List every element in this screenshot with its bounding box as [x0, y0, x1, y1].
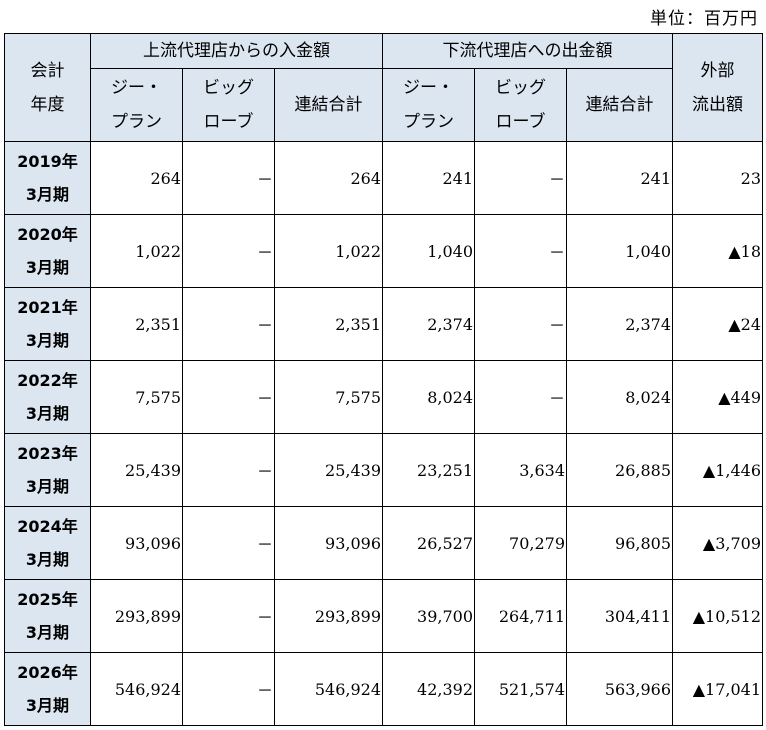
table-row: 2025年 3月期 293,899 － 293,899 39,700 264,7…: [4, 579, 764, 653]
downstream-bigrobe-cell: －: [474, 214, 568, 288]
table-row: 2026年 3月期 546,924 － 546,924 42,392 521,5…: [4, 652, 764, 726]
agency-cashflow-table: 会計 年度 上流代理店からの入金額 下流代理店への出金額 外部 流出額 ジー・ …: [4, 33, 764, 726]
downstream-gplan-cell: 8,024: [382, 360, 476, 434]
upstream-consolidated-cell: 93,096: [273, 506, 384, 580]
upstream-consolidated-cell: 25,439: [273, 433, 384, 507]
downstream-consolidated-cell: 8,024: [566, 360, 674, 434]
outflow-cell: ▲10,512: [672, 579, 764, 653]
fiscal-year-cell: 2025年 3月期: [4, 579, 91, 653]
upstream-bigrobe-cell: －: [182, 579, 275, 653]
upstream-gplan-cell: 1,022: [90, 214, 183, 288]
table-header: 会計 年度 上流代理店からの入金額 下流代理店への出金額 外部 流出額 ジー・ …: [4, 33, 764, 142]
fiscal-year-cell: 2026年 3月期: [4, 652, 91, 726]
fiscal-year-cell: 2022年 3月期: [4, 360, 91, 434]
downstream-consolidated-header: 連結合計: [566, 68, 674, 142]
downstream-gplan-header: ジー・ プラン: [382, 68, 476, 142]
upstream-consolidated-cell: 1,022: [273, 214, 384, 288]
upstream-bigrobe-cell: －: [182, 287, 275, 361]
downstream-bigrobe-cell: －: [474, 360, 568, 434]
upstream-consolidated-cell: 264: [273, 141, 384, 215]
upstream-gplan-cell: 93,096: [90, 506, 183, 580]
downstream-consolidated-cell: 241: [566, 141, 674, 215]
downstream-gplan-cell: 23,251: [382, 433, 476, 507]
fiscal-year-header: 会計 年度: [4, 33, 91, 142]
upstream-gplan-cell: 264: [90, 141, 183, 215]
unit-label: 単位：百万円: [650, 9, 758, 29]
downstream-gplan-cell: 2,374: [382, 287, 476, 361]
downstream-bigrobe-cell: －: [474, 141, 568, 215]
upstream-gplan-cell: 293,899: [90, 579, 183, 653]
table-row: 2024年 3月期 93,096 － 93,096 26,527 70,279 …: [4, 506, 764, 580]
upstream-gplan-cell: 25,439: [90, 433, 183, 507]
table-row: 2020年 3月期 1,022 － 1,022 1,040 － 1,040 ▲1…: [4, 214, 764, 288]
upstream-bigrobe-cell: －: [182, 652, 275, 726]
upstream-bigrobe-cell: －: [182, 141, 275, 215]
downstream-gplan-cell: 1,040: [382, 214, 476, 288]
downstream-gplan-cell: 26,527: [382, 506, 476, 580]
outflow-cell: ▲17,041: [672, 652, 764, 726]
downstream-bigrobe-cell: 264,711: [474, 579, 568, 653]
upstream-gplan-header: ジー・ プラン: [90, 68, 183, 142]
fiscal-year-cell: 2021年 3月期: [4, 287, 91, 361]
upstream-gplan-cell: 546,924: [90, 652, 183, 726]
outflow-cell: ▲1,446: [672, 433, 764, 507]
table-row: 2022年 3月期 7,575 － 7,575 8,024 － 8,024 ▲4…: [4, 360, 764, 434]
upstream-bigrobe-cell: －: [182, 506, 275, 580]
downstream-bigrobe-cell: －: [474, 287, 568, 361]
downstream-consolidated-cell: 26,885: [566, 433, 674, 507]
fiscal-year-cell: 2019年 3月期: [4, 141, 91, 215]
downstream-consolidated-cell: 2,374: [566, 287, 674, 361]
fiscal-year-cell: 2020年 3月期: [4, 214, 91, 288]
upstream-consolidated-header: 連結合計: [273, 68, 384, 142]
outflow-cell: ▲3,709: [672, 506, 764, 580]
upstream-gplan-cell: 2,351: [90, 287, 183, 361]
upstream-consolidated-cell: 293,899: [273, 579, 384, 653]
outflow-header: 外部 流出額: [672, 33, 764, 142]
downstream-gplan-cell: 241: [382, 141, 476, 215]
fiscal-year-cell: 2024年 3月期: [4, 506, 91, 580]
fiscal-year-cell: 2023年 3月期: [4, 433, 91, 507]
table-row: 2019年 3月期 264 － 264 241 － 241 23: [4, 141, 764, 215]
downstream-group-header: 下流代理店への出金額: [382, 33, 674, 69]
upstream-bigrobe-cell: －: [182, 360, 275, 434]
upstream-group-header: 上流代理店からの入金額: [89, 33, 384, 69]
upstream-bigrobe-header: ビッグ ローブ: [182, 68, 275, 142]
outflow-cell: 23: [672, 141, 764, 215]
downstream-consolidated-cell: 563,966: [566, 652, 674, 726]
outflow-cell: ▲18: [672, 214, 764, 288]
downstream-consolidated-cell: 304,411: [566, 579, 674, 653]
downstream-bigrobe-cell: 521,574: [474, 652, 568, 726]
downstream-bigrobe-header: ビッグ ローブ: [474, 68, 568, 142]
downstream-consolidated-cell: 96,805: [566, 506, 674, 580]
downstream-bigrobe-cell: 70,279: [474, 506, 568, 580]
upstream-consolidated-cell: 546,924: [273, 652, 384, 726]
outflow-cell: ▲24: [672, 287, 764, 361]
table-row: 2023年 3月期 25,439 － 25,439 23,251 3,634 2…: [4, 433, 764, 507]
downstream-bigrobe-cell: 3,634: [474, 433, 568, 507]
upstream-consolidated-cell: 2,351: [273, 287, 384, 361]
upstream-consolidated-cell: 7,575: [273, 360, 384, 434]
downstream-gplan-cell: 42,392: [382, 652, 476, 726]
downstream-consolidated-cell: 1,040: [566, 214, 674, 288]
table-row: 2021年 3月期 2,351 － 2,351 2,374 － 2,374 ▲2…: [4, 287, 764, 361]
upstream-bigrobe-cell: －: [182, 433, 275, 507]
upstream-bigrobe-cell: －: [182, 214, 275, 288]
outflow-cell: ▲449: [672, 360, 764, 434]
table-body: 2019年 3月期 264 － 264 241 － 241 23 2020年 3…: [4, 141, 764, 726]
upstream-gplan-cell: 7,575: [90, 360, 183, 434]
downstream-gplan-cell: 39,700: [382, 579, 476, 653]
